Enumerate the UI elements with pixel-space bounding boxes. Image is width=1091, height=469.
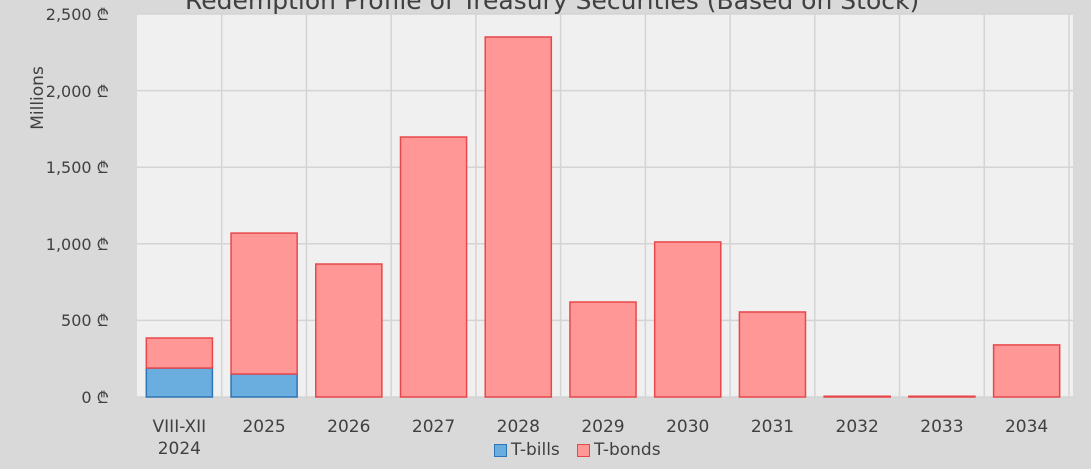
- x-tick-label: 2027: [411, 417, 456, 437]
- bar-segment: [145, 367, 214, 398]
- x-tick-label: 2033: [920, 417, 964, 437]
- legend-swatch: [577, 443, 590, 457]
- x-tick-label: 2034: [1004, 417, 1049, 437]
- bar-segment: [738, 311, 807, 398]
- bar-segment: [230, 232, 298, 375]
- x-tick-label: 2030: [666, 417, 710, 437]
- legend-label: T-bills: [511, 440, 560, 460]
- y-tick-label: 1,000 ₾: [45, 234, 109, 254]
- bar-segment: [399, 136, 468, 398]
- x-tick-label: 2028: [496, 417, 540, 437]
- y-tick-label: 500 ₾: [61, 311, 109, 331]
- legend-item: T-bills: [494, 440, 560, 460]
- bar-segment: [569, 301, 637, 398]
- bar-segment: [908, 395, 976, 398]
- bar-segment: [823, 395, 891, 398]
- x-tick-label: 2025: [242, 417, 286, 437]
- bar-segment: [145, 337, 214, 369]
- x-tick-label: 2031: [750, 417, 795, 437]
- x-tick-label: 2032: [835, 417, 879, 437]
- y-tick-label: 1,500 ₾: [45, 158, 109, 178]
- y-tick-label: 2,000 ₾: [45, 81, 109, 101]
- bar-segment: [992, 344, 1061, 398]
- bar-segment: [230, 373, 298, 398]
- bar-segment: [484, 36, 553, 398]
- legend-label: T-bonds: [594, 440, 661, 460]
- bar-segment: [653, 241, 722, 398]
- legend-item: T-bonds: [577, 440, 661, 460]
- chart-title: Redemption Profile of Treasury Securitie…: [185, 0, 920, 15]
- x-tick-label: 2029: [581, 417, 625, 437]
- x-tick-label: VIII-XII 2024: [152, 417, 207, 459]
- y-tick-label: 0 ₾: [81, 388, 109, 407]
- x-tick-label: 2026: [327, 417, 371, 437]
- bar-segment: [315, 263, 383, 398]
- legend-swatch: [494, 443, 507, 457]
- y-tick-label: 2,500 ₾: [45, 5, 109, 24]
